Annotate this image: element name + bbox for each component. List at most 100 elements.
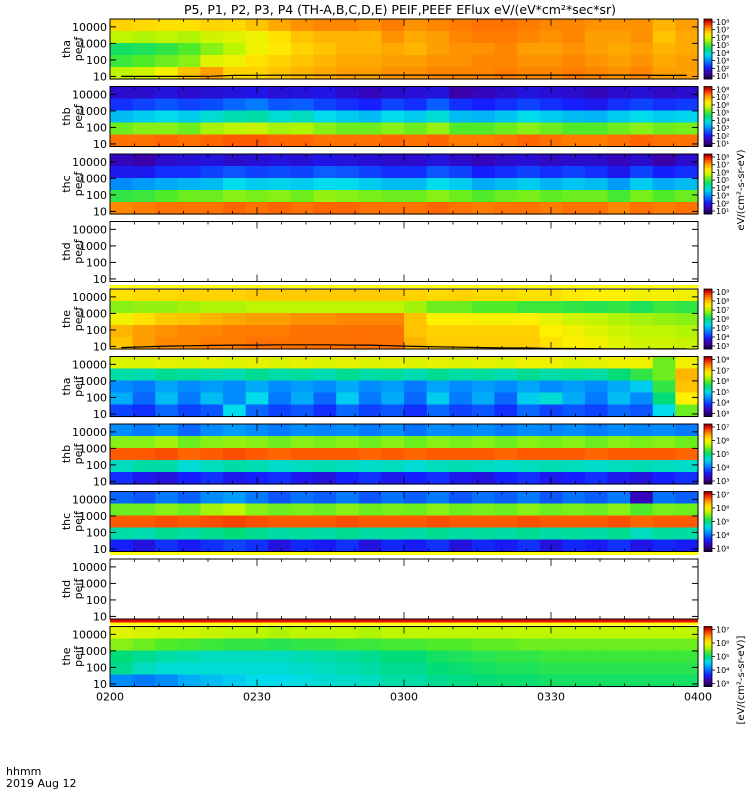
spectrogram-cell <box>607 289 631 302</box>
spectrogram-cell <box>584 67 609 80</box>
colorbar-segment <box>704 541 712 544</box>
spectrogram-cell <box>313 392 337 406</box>
spectrogram-cell <box>358 356 382 370</box>
spectrogram-cell <box>268 539 292 553</box>
spectrogram-cell <box>313 313 337 326</box>
colorbar-segment <box>704 640 712 643</box>
spectrogram-cell <box>381 98 405 112</box>
spectrogram-cell <box>584 313 609 326</box>
spectrogram-cell <box>381 539 405 553</box>
colorbar-segment <box>704 648 712 651</box>
spectrogram-cell <box>200 301 224 314</box>
spectrogram-cell <box>223 380 247 394</box>
spectrogram-cell <box>584 325 609 338</box>
spectrogram-cell <box>584 110 609 124</box>
spectrogram-cell <box>471 202 496 215</box>
colorbar-tick-label: 10⁶ <box>716 315 729 324</box>
spectrogram-cell <box>223 448 247 461</box>
colorbar-segment <box>704 289 712 292</box>
spectrogram-cell <box>223 392 247 406</box>
spectrogram-cell <box>155 134 179 148</box>
y-tick-label: 10 <box>93 273 107 286</box>
spectrogram-cell <box>652 154 676 167</box>
colorbar-segment <box>704 116 712 119</box>
panel-probe-label: thd <box>60 242 73 260</box>
colorbar-segment <box>704 49 712 52</box>
spectrogram-cell <box>630 448 654 461</box>
spectrogram-cell <box>313 301 337 314</box>
spectrogram-cell <box>290 154 315 167</box>
spectrogram-cell <box>381 491 405 505</box>
spectrogram-cell <box>517 626 541 640</box>
colorbar-tick-label: 10⁸ <box>716 153 729 162</box>
colorbar-segment <box>704 531 712 534</box>
spectrogram-cell <box>132 626 156 640</box>
spectrogram-cell <box>584 19 609 32</box>
spectrogram-cell <box>313 110 337 124</box>
spectrogram-cell <box>449 289 473 302</box>
spectrogram-cell <box>245 448 269 461</box>
spectrogram-cell <box>268 43 292 56</box>
spectrogram-cell <box>494 460 518 473</box>
spectrogram-cell <box>132 503 156 517</box>
spectrogram-cell <box>449 122 473 136</box>
spectrogram-cell <box>177 626 202 640</box>
colorbar-segment <box>704 382 712 385</box>
spectrogram-cell <box>200 86 224 100</box>
colorbar-segment <box>704 63 712 66</box>
colorbar-segment <box>704 626 712 629</box>
y-tick-label: 1000 <box>79 307 107 320</box>
spectrogram-cell <box>539 380 563 394</box>
spectrogram-cell <box>471 404 496 418</box>
spectrogram-cell <box>358 539 382 553</box>
spectrogram-cell <box>268 460 292 473</box>
spectrogram-cell <box>110 424 134 437</box>
colorbar-segment <box>704 527 712 530</box>
spectrogram-cell <box>449 436 473 449</box>
spectrogram-cell <box>290 166 315 179</box>
colorbar-segment <box>704 656 712 659</box>
colorbar-segment <box>704 499 712 502</box>
spectrogram-cell <box>675 31 699 44</box>
spectrogram-cell <box>404 122 428 136</box>
spectrogram-cell <box>675 134 699 148</box>
colorbar-segment <box>704 402 712 405</box>
spectrogram-cell <box>426 424 450 437</box>
colorbar-tick-label: 10³ <box>716 192 729 201</box>
colorbar-segment <box>704 410 712 413</box>
spectrogram-cell <box>404 289 428 302</box>
colorbar-segment <box>704 132 712 135</box>
spectrogram-cell <box>177 380 202 394</box>
colorbar-unit-labels: eV/(cm²-s-sr-eV) [eV/(cm²-s-sr-eV)] <box>736 149 747 724</box>
spectrogram-cell <box>562 178 586 191</box>
spectrogram-cell <box>517 539 541 553</box>
colorbar-segment <box>704 478 712 481</box>
spectrogram-cell <box>268 356 292 370</box>
spectrogram-cell <box>471 527 496 541</box>
colorbar-segment <box>704 118 712 121</box>
spectrogram-cell <box>358 55 382 68</box>
colorbar-segment <box>704 517 712 520</box>
colorbar-segment <box>704 682 712 685</box>
spectrogram-cell <box>652 289 676 302</box>
colorbar-segment <box>704 358 712 361</box>
spectrogram-cell <box>426 356 450 370</box>
y-tick-label: 1000 <box>79 645 107 658</box>
data-strip <box>110 552 698 555</box>
spectrogram-cell <box>404 313 428 326</box>
spectrogram-cell <box>110 98 134 112</box>
spectrogram-cell <box>517 674 541 688</box>
spectrogram-cell <box>200 55 224 68</box>
spectrogram-cell <box>268 289 292 302</box>
spectrogram-cell <box>223 436 247 449</box>
spectrogram-cell <box>177 460 202 473</box>
spectrogram-cell <box>494 368 518 382</box>
spectrogram-cell <box>155 436 179 449</box>
spectrogram-cell <box>562 110 586 124</box>
spectrogram-cell <box>177 301 202 314</box>
spectrogram-cell <box>223 368 247 382</box>
spectrogram-cell <box>132 392 156 406</box>
spectrogram-cell <box>290 404 315 418</box>
spectrogram-cell <box>110 460 134 473</box>
spectrogram-cell <box>132 356 156 370</box>
